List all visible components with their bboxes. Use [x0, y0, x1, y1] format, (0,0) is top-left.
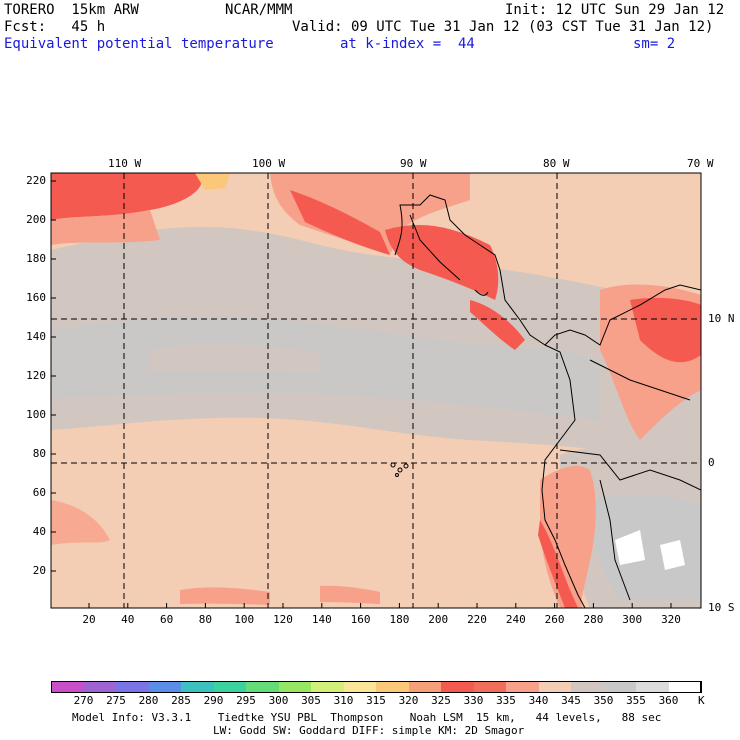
- y-tick-label: 20: [32, 564, 46, 577]
- x-tick-label: 120: [273, 613, 293, 626]
- y-tick-label: 100: [26, 408, 46, 421]
- smoothing-label: sm= 2: [633, 36, 676, 52]
- colorbar-label: 325: [431, 694, 451, 707]
- init-time: Init: 12 UTC Sun 29 Jan 12: [505, 2, 725, 18]
- x-tick-label: 200: [428, 613, 449, 626]
- colorbar-label: 330: [463, 694, 484, 707]
- y-tick-label: 180: [26, 252, 46, 265]
- lon-label: 70 W: [687, 157, 714, 170]
- y-tick-label: 40: [32, 525, 46, 538]
- colorbar-cell: [668, 681, 702, 693]
- colorbar-label: 275: [106, 694, 126, 707]
- x-tick-label: 80: [198, 613, 213, 626]
- colorbar-label: 300: [268, 694, 289, 707]
- theta-e-field: [51, 173, 701, 608]
- coastlines: [390, 194, 701, 608]
- x-tick-label: 20: [82, 613, 96, 626]
- colorbar-label: 295: [236, 694, 256, 707]
- axis-ticks: [51, 180, 672, 608]
- lat-label: 0: [708, 456, 715, 469]
- lat-label: 10 S: [708, 601, 735, 614]
- colorbar-label: 345: [561, 694, 581, 707]
- x-tick-label: 100: [234, 613, 255, 626]
- x-tick-label: 300: [622, 613, 643, 626]
- map-frame: [50, 172, 702, 609]
- level-label: at k-index = 44: [340, 36, 475, 52]
- physics-info: LW: Godd SW: Goddard DIFF: simple KM: 2D…: [213, 724, 525, 737]
- colorbar-label: 315: [366, 694, 386, 707]
- y-tick-label: 80: [32, 447, 46, 460]
- y-tick-label: 120: [26, 369, 46, 382]
- y-tick-label: 60: [32, 486, 46, 499]
- y-tick-label: 200: [26, 213, 46, 226]
- x-tick-label: 260: [544, 613, 565, 626]
- colorbar-label: 285: [171, 694, 191, 707]
- y-tick-label: 160: [26, 291, 46, 304]
- colorbar-label: 335: [496, 694, 516, 707]
- colorbar-unit: K: [698, 694, 705, 707]
- x-tick-label: 180: [389, 613, 410, 626]
- lon-label: 110 W: [108, 157, 142, 170]
- colorbar-label: 320: [398, 694, 419, 707]
- graticule: [51, 173, 701, 608]
- lon-label: 90 W: [400, 157, 427, 170]
- lat-label: 10 N: [708, 312, 735, 325]
- lon-label: 100 W: [252, 157, 286, 170]
- x-tick-label: 60: [159, 613, 174, 626]
- y-tick-label: 220: [26, 174, 46, 187]
- model-info: Model Info: V3.3.1 Tiedtke YSU PBL Thomp…: [72, 711, 662, 724]
- colorbar-label: 350: [593, 694, 614, 707]
- valid-time: Valid: 09 UTC Tue 31 Jan 12 (03 CST Tue …: [292, 19, 714, 35]
- colorbar-label: 340: [528, 694, 549, 707]
- x-tick-label: 160: [350, 613, 371, 626]
- x-tick-label: 280: [583, 613, 604, 626]
- field-name: Equivalent potential temperature: [4, 36, 274, 52]
- colorbar-label: 280: [138, 694, 159, 707]
- x-tick-label: 140: [311, 613, 332, 626]
- y-tick-label: 140: [26, 330, 46, 343]
- colorbar-label: 355: [626, 694, 646, 707]
- x-tick-label: 320: [661, 613, 681, 626]
- colorbar-label: 310: [333, 694, 354, 707]
- model-title: TORERO 15km ARW: [4, 2, 139, 18]
- colorbar-label: 290: [203, 694, 224, 707]
- x-tick-label: 220: [467, 613, 487, 626]
- colorbar-label: 270: [73, 694, 94, 707]
- x-tick-label: 240: [505, 613, 526, 626]
- colorbar-label: 305: [301, 694, 321, 707]
- colorbar-frame: [51, 681, 701, 693]
- forecast-hour: Fcst: 45 h: [4, 19, 106, 35]
- lon-label: 80 W: [543, 157, 570, 170]
- x-tick-label: 40: [121, 613, 135, 626]
- center-label: NCAR/MMM: [225, 2, 293, 18]
- colorbar-label: 360: [658, 694, 679, 707]
